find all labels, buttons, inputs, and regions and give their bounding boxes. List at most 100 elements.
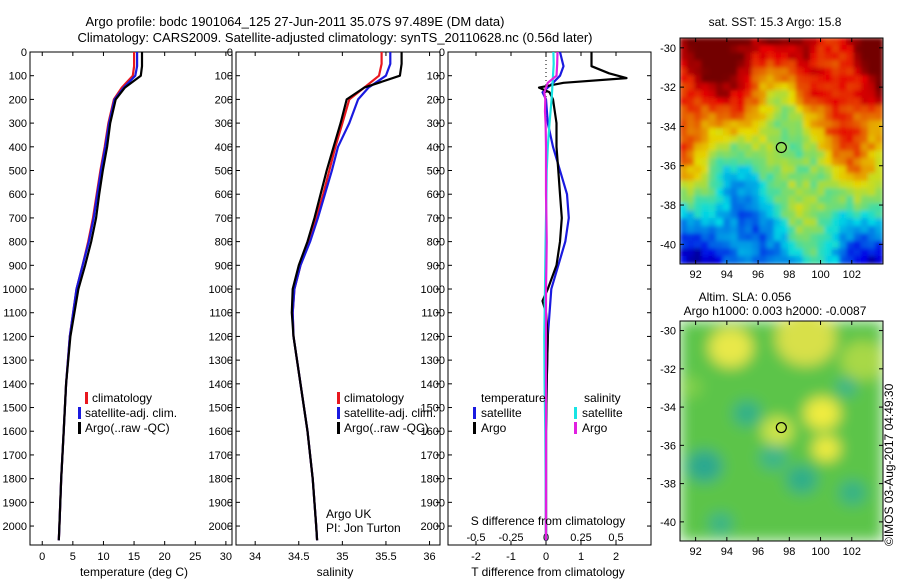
sst-cell <box>802 112 811 122</box>
sst-cell <box>708 67 717 77</box>
sst-cell <box>868 52 877 62</box>
sst-cell <box>831 188 840 197</box>
sst-cell <box>715 180 724 190</box>
sst-cell <box>868 195 877 205</box>
sst-cell <box>795 45 804 54</box>
sst-cell <box>759 60 768 69</box>
sla-xtick-label: 102 <box>843 546 861 558</box>
sst-cell <box>752 90 761 99</box>
sst-cell <box>737 233 746 242</box>
sst-cell <box>737 165 746 175</box>
sst-cell <box>824 255 833 264</box>
sst-cell <box>680 97 688 107</box>
sst-cell <box>715 255 724 264</box>
sst-cell <box>730 233 739 242</box>
sst-cell <box>773 112 782 122</box>
sla-field <box>680 321 883 541</box>
sst-cell <box>853 210 862 220</box>
sst-cell <box>737 203 746 212</box>
sst-ytick-label: -32 <box>660 82 676 94</box>
sst-cell <box>795 248 804 257</box>
sst-cell <box>766 218 775 227</box>
sst-cell <box>781 210 790 220</box>
sst-cell <box>795 38 804 47</box>
sst-cell <box>831 173 840 182</box>
sst-cell <box>701 97 710 107</box>
sst-cell <box>708 75 717 84</box>
sst-cell <box>824 150 833 160</box>
sst-cell <box>744 60 753 69</box>
sst-cell <box>694 75 703 84</box>
sst-cell <box>875 158 883 167</box>
sst-cell <box>824 105 833 114</box>
sst-cell <box>817 203 826 212</box>
sst-cell <box>723 120 732 129</box>
sst-cell <box>715 188 724 197</box>
sst-cell <box>752 225 761 235</box>
temperature-ytick-label: 1000 <box>3 284 27 296</box>
sst-cell <box>701 60 710 69</box>
sst-cell <box>788 105 797 114</box>
sst-cell <box>802 75 811 84</box>
temperature-ytick-label: 1200 <box>3 331 27 343</box>
sst-cell <box>766 248 775 257</box>
sst-cell <box>875 52 883 62</box>
sst-cell <box>759 203 768 212</box>
temperature-xtick-label: 25 <box>189 551 201 563</box>
sst-cell <box>831 255 840 264</box>
sst-map-title: sat. SST: 15.3 Argo: 15.8 <box>709 15 842 29</box>
sst-cell <box>759 248 768 257</box>
salinity-frame <box>235 51 441 546</box>
sst-cell <box>860 173 869 182</box>
salinity-axes: 0 100 200 300 400 500 600 700 800 900 1000 1100 1200… <box>209 47 441 563</box>
sst-cell <box>759 210 768 220</box>
sst-cell <box>708 112 717 122</box>
sst-cell <box>694 67 703 77</box>
sst-cell <box>730 127 739 137</box>
sst-cell <box>788 180 797 190</box>
temperature-ytick-label: 100 <box>9 71 27 83</box>
sst-cell <box>781 135 790 144</box>
sst-cell <box>788 210 797 220</box>
sst-cell <box>824 52 833 62</box>
sst-cell <box>715 45 724 54</box>
sst-cell <box>715 195 724 205</box>
sst-cell <box>752 75 761 84</box>
sst-cell <box>860 255 869 264</box>
sst-cell <box>708 240 717 250</box>
sst-cell <box>846 97 855 107</box>
sst-cell <box>680 248 688 257</box>
difference-series-line <box>543 51 559 541</box>
salinity-ytick-label: 1600 <box>209 426 233 438</box>
sst-cell <box>759 233 768 242</box>
sst-cell <box>875 203 883 212</box>
sst-xtick-label: 98 <box>783 269 795 281</box>
sla-ytick-label: -40 <box>660 517 676 529</box>
sst-cell <box>831 195 840 205</box>
sst-cell <box>766 45 775 54</box>
sst-cell <box>795 142 804 152</box>
sla-ytick-label: -34 <box>660 402 676 414</box>
sst-cell <box>708 210 717 220</box>
sst-cell <box>715 135 724 144</box>
sla-anomaly <box>680 376 703 398</box>
difference-ytick-label: 1200 <box>421 331 445 343</box>
sst-cell <box>846 158 855 167</box>
sst-cell <box>802 97 811 107</box>
sst-cell <box>715 90 724 99</box>
sst-cell <box>781 165 790 175</box>
sst-cell <box>853 240 862 250</box>
sst-cell <box>701 67 710 77</box>
sst-cell <box>781 120 790 129</box>
sst-cell <box>831 45 840 54</box>
temperature-xtick-label: 20 <box>159 551 171 563</box>
sst-cell <box>680 218 688 227</box>
difference-xtick-top-label: 0.5 <box>608 532 623 544</box>
legend-climatology-s: climatology <box>344 391 404 405</box>
sst-cell <box>839 52 848 62</box>
salinity-ytick-label: 1900 <box>209 497 233 509</box>
sst-cell <box>788 158 797 167</box>
sla-anomaly <box>708 327 753 368</box>
sst-cell <box>773 240 782 250</box>
difference-lines <box>537 51 628 541</box>
